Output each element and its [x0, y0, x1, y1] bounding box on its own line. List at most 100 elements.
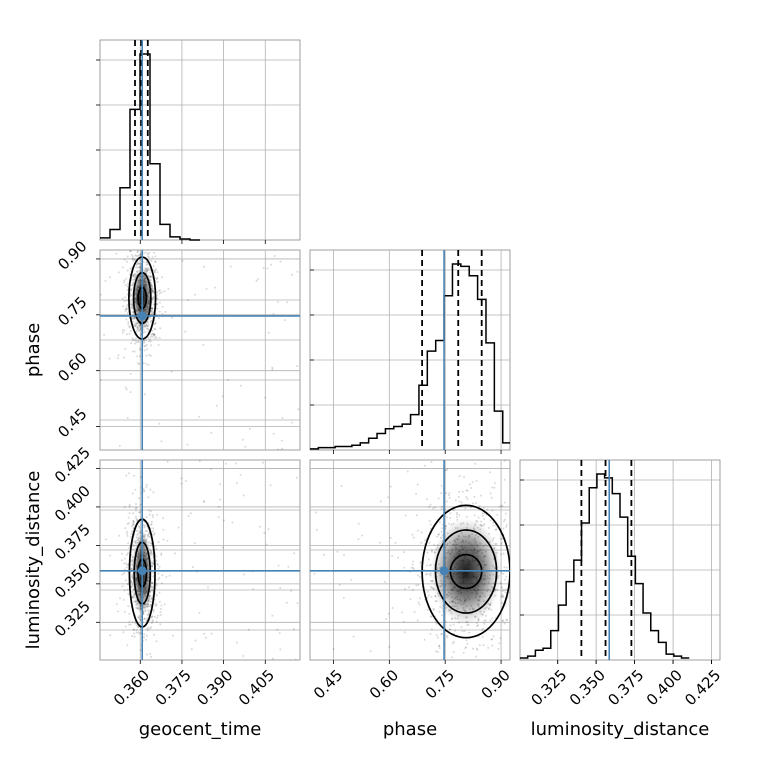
- sample-point: [126, 588, 129, 591]
- sample-point: [126, 304, 129, 307]
- sample-point: [252, 588, 255, 590]
- sample-point: [163, 290, 166, 293]
- sample-point: [134, 488, 137, 491]
- sample-point: [127, 472, 130, 475]
- sample-point: [145, 327, 148, 330]
- sample-point: [430, 628, 433, 631]
- sample-point: [285, 601, 288, 604]
- truth-marker: [137, 311, 147, 321]
- sample-point: [149, 542, 152, 545]
- sample-point: [105, 538, 107, 541]
- sample-point: [159, 614, 162, 616]
- sample-point: [438, 533, 441, 536]
- sample-point: [123, 356, 126, 359]
- sample-point: [476, 624, 479, 627]
- sample-point: [412, 560, 415, 563]
- sample-point: [131, 635, 134, 638]
- sample-point: [445, 469, 447, 472]
- sample-point: [129, 294, 132, 297]
- sample-point: [158, 565, 161, 568]
- sample-point: [276, 301, 279, 303]
- sample-point: [136, 529, 139, 532]
- sample-point: [143, 393, 146, 396]
- sample-point: [126, 530, 129, 533]
- sample-point: [145, 212, 147, 214]
- sample-point: [486, 660, 488, 662]
- sample-point: [428, 541, 431, 544]
- sample-point: [184, 480, 187, 483]
- sample-point: [158, 289, 161, 292]
- sample-point: [525, 552, 527, 554]
- sample-point: [151, 514, 154, 517]
- sample-point: [491, 644, 494, 647]
- sample-point: [156, 291, 159, 294]
- sample-point: [264, 396, 267, 399]
- sample-point: [130, 342, 133, 345]
- sample-point: [149, 335, 152, 338]
- sample-point: [139, 355, 142, 358]
- sample-point: [131, 317, 134, 320]
- sample-point: [133, 635, 136, 638]
- sample-point: [154, 322, 157, 325]
- sample-point: [150, 604, 152, 607]
- sample-point: [429, 586, 432, 588]
- sample-point: [144, 345, 147, 348]
- sample-point: [132, 323, 135, 326]
- sample-point: [130, 567, 133, 570]
- sample-point: [489, 492, 492, 495]
- sample-point: [126, 312, 129, 315]
- sample-point: [489, 669, 491, 671]
- sample-point: [132, 275, 135, 278]
- sample-point: [132, 521, 135, 524]
- sample-point: [181, 259, 184, 262]
- sample-point: [132, 259, 135, 262]
- sample-point: [128, 504, 131, 506]
- sample-point: [125, 333, 128, 336]
- truth-marker: [439, 566, 449, 576]
- sample-point: [428, 520, 431, 522]
- sample-point: [428, 505, 431, 508]
- sample-point: [416, 619, 419, 622]
- sample-point: [154, 269, 157, 272]
- xlabel-phase: phase: [383, 719, 437, 740]
- sample-point: [428, 573, 431, 576]
- sample-point: [272, 313, 275, 315]
- sample-point: [256, 278, 259, 281]
- sample-point: [129, 326, 131, 329]
- sample-point: [132, 523, 135, 526]
- sample-point: [429, 523, 432, 526]
- sample-point: [521, 587, 523, 589]
- sample-point: [130, 289, 133, 292]
- sample-point: [104, 280, 107, 282]
- sample-point: [127, 542, 130, 544]
- sample-point: [203, 265, 206, 268]
- sample-point: [290, 273, 293, 276]
- sample-point: [152, 303, 155, 306]
- sample-point: [477, 624, 479, 627]
- sample-point: [296, 365, 299, 367]
- sample-point: [139, 250, 141, 251]
- sample-point: [133, 628, 135, 631]
- sample-point: [438, 647, 441, 649]
- sample-point: [131, 257, 134, 260]
- sample-point: [429, 580, 432, 582]
- sample-point: [501, 590, 504, 593]
- sample-point: [124, 557, 126, 560]
- sample-point: [503, 460, 506, 462]
- sample-point: [124, 310, 127, 313]
- sample-point: [452, 650, 455, 653]
- sample-point: [118, 444, 121, 447]
- sample-point: [436, 535, 439, 538]
- sample-point: [119, 597, 122, 600]
- sample-point: [134, 507, 137, 510]
- sample-point: [340, 485, 343, 487]
- sample-point: [121, 329, 124, 332]
- sample-point: [157, 614, 159, 617]
- sample-point: [283, 319, 286, 322]
- sample-point: [503, 622, 506, 625]
- sample-point: [155, 620, 158, 623]
- sample-point: [147, 496, 150, 499]
- sample-point: [154, 277, 157, 280]
- sample-point: [150, 626, 152, 629]
- sample-point: [483, 517, 486, 520]
